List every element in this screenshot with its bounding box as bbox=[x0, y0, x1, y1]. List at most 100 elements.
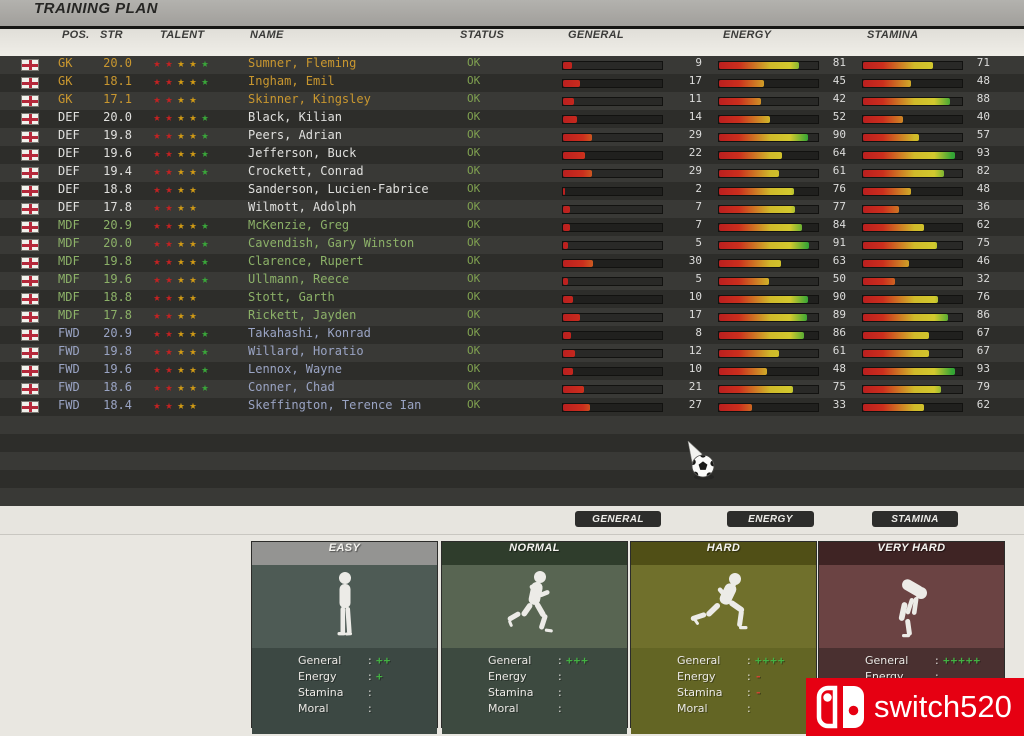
strength-cell: 17.8 bbox=[103, 308, 132, 322]
stamina-filter-button[interactable]: STAMINA bbox=[872, 511, 958, 527]
energy-bar-fill bbox=[719, 80, 764, 87]
star-icon: ★ bbox=[201, 362, 209, 376]
energy-value: 52 bbox=[832, 110, 846, 123]
england-flag-icon bbox=[21, 77, 39, 89]
general-bar-fill bbox=[563, 152, 585, 159]
card-stat-separator: : bbox=[368, 654, 372, 667]
energy-value: 48 bbox=[832, 362, 846, 375]
watermark-text: switch520 bbox=[874, 689, 1012, 724]
flag-vertical-bar bbox=[29, 60, 32, 70]
energy-bar bbox=[718, 403, 819, 412]
status-cell: OK bbox=[467, 218, 481, 231]
stamina-bar-fill bbox=[863, 170, 945, 177]
player-row[interactable]: MDF 19.6 ★ ★ ★ ★ ★ Ullmann, Reece OK 5 50 32 bbox=[0, 272, 1024, 290]
star-icon: ★ bbox=[165, 92, 173, 106]
player-row[interactable]: FWD 18.6 ★ ★ ★ ★ ★ Conner, Chad OK 21 75 79 bbox=[0, 380, 1024, 398]
energy-bar bbox=[718, 349, 819, 358]
england-flag-icon bbox=[21, 347, 39, 359]
player-row[interactable]: DEF 20.0 ★ ★ ★ ★ ★ Black, Kilian OK 14 52 40 bbox=[0, 110, 1024, 128]
player-row[interactable]: MDF 17.8 ★ ★ ★ ★ Rickett, Jayden OK 17 89 86 bbox=[0, 308, 1024, 326]
player-row[interactable]: DEF 18.8 ★ ★ ★ ★ Sanderson, Lucien-Fabrice OK 2 7… bbox=[0, 182, 1024, 200]
star-icon: ★ bbox=[165, 110, 173, 124]
star-icon: ★ bbox=[177, 254, 185, 268]
energy-bar bbox=[718, 241, 819, 250]
flag-vertical-bar bbox=[29, 330, 32, 340]
player-row[interactable]: DEF 19.4 ★ ★ ★ ★ ★ Crockett, Conrad OK 29 61 82 bbox=[0, 164, 1024, 182]
intensity-card-title: EASY bbox=[252, 542, 437, 565]
stamina-bar bbox=[862, 115, 963, 124]
position-cell: FWD bbox=[58, 326, 80, 340]
stamina-bar bbox=[862, 259, 963, 268]
energy-bar bbox=[718, 187, 819, 196]
card-stat-row: Energy: - bbox=[631, 670, 816, 686]
strength-cell: 18.8 bbox=[103, 182, 132, 196]
stamina-bar bbox=[862, 187, 963, 196]
energy-bar-fill bbox=[719, 296, 809, 303]
position-cell: DEF bbox=[58, 182, 80, 196]
empty-row bbox=[0, 488, 1024, 506]
flag-vertical-bar bbox=[29, 78, 32, 88]
general-bar-fill bbox=[563, 62, 572, 69]
player-row[interactable]: DEF 19.6 ★ ★ ★ ★ ★ Jefferson, Buck OK 22 64 93 bbox=[0, 146, 1024, 164]
energy-bar bbox=[718, 205, 819, 214]
stamina-bar bbox=[862, 277, 963, 286]
player-row[interactable]: MDF 19.8 ★ ★ ★ ★ ★ Clarence, Rupert OK 30 63 46 bbox=[0, 254, 1024, 272]
talent-stars: ★ ★ ★ ★ ★ bbox=[151, 272, 211, 290]
star-icon: ★ bbox=[201, 128, 209, 142]
general-bar-fill bbox=[563, 368, 573, 375]
star-icon: ★ bbox=[201, 272, 209, 286]
player-row[interactable]: MDF 20.0 ★ ★ ★ ★ ★ Cavendish, Gary Winston OK 5 91… bbox=[0, 236, 1024, 254]
star-icon: ★ bbox=[177, 182, 185, 196]
intensity-card[interactable]: EASY General: ++ Energy: + Stamina: Moral: bbox=[251, 541, 438, 734]
card-stat-label: Moral bbox=[298, 702, 329, 715]
flag-vertical-bar bbox=[29, 294, 32, 304]
star-icon: ★ bbox=[177, 218, 185, 232]
energy-value: 90 bbox=[832, 128, 846, 141]
player-row[interactable]: FWD 19.6 ★ ★ ★ ★ ★ Lennox, Wayne OK 10 48 93 bbox=[0, 362, 1024, 380]
energy-filter-button[interactable]: ENERGY bbox=[727, 511, 814, 527]
intensity-card[interactable]: HARD General: ++++ Energy: - Stamina: - Moral: bbox=[630, 541, 817, 734]
name-cell: Cavendish, Gary Winston bbox=[248, 236, 415, 250]
player-row[interactable]: MDF 18.8 ★ ★ ★ ★ Stott, Garth OK 10 90 76 bbox=[0, 290, 1024, 308]
intensity-card[interactable]: NORMAL General: +++ Energy: Stamina: Moral: bbox=[441, 541, 628, 734]
player-row[interactable]: GK 20.0 ★ ★ ★ ★ ★ Sumner, Fleming OK 9 81 71 bbox=[0, 56, 1024, 74]
energy-bar bbox=[718, 277, 819, 286]
status-cell: OK bbox=[467, 236, 481, 249]
stamina-value: 82 bbox=[976, 164, 990, 177]
energy-bar-fill bbox=[719, 350, 780, 357]
energy-bar bbox=[718, 97, 819, 106]
star-icon: ★ bbox=[153, 182, 161, 196]
player-row[interactable]: DEF 19.8 ★ ★ ★ ★ ★ Peers, Adrian OK 29 90 57 bbox=[0, 128, 1024, 146]
star-icon: ★ bbox=[177, 200, 185, 214]
general-value: 27 bbox=[688, 398, 702, 411]
player-row[interactable]: FWD 19.8 ★ ★ ★ ★ ★ Willard, Horatio OK 12 61 67 bbox=[0, 344, 1024, 362]
column-header-energy: ENERGY bbox=[723, 29, 772, 41]
general-filter-button[interactable]: GENERAL bbox=[575, 511, 661, 527]
player-row[interactable]: MDF 20.9 ★ ★ ★ ★ ★ McKenzie, Greg OK 7 84 62 bbox=[0, 218, 1024, 236]
general-bar-fill bbox=[563, 116, 577, 123]
column-header-general: GENERAL bbox=[568, 29, 624, 41]
general-bar bbox=[562, 79, 663, 88]
talent-stars: ★ ★ ★ ★ ★ bbox=[151, 218, 211, 236]
star-icon: ★ bbox=[189, 344, 197, 358]
player-row[interactable]: FWD 18.4 ★ ★ ★ ★ Skeffington, Terence Ian OK 27 3… bbox=[0, 398, 1024, 416]
player-row[interactable]: GK 17.1 ★ ★ ★ ★ Skinner, Kingsley OK 11 42 88 bbox=[0, 92, 1024, 110]
talent-stars: ★ ★ ★ ★ ★ bbox=[151, 254, 211, 272]
star-icon: ★ bbox=[177, 380, 185, 394]
general-bar-fill bbox=[563, 170, 592, 177]
talent-stars: ★ ★ ★ ★ bbox=[151, 182, 199, 200]
player-row[interactable]: DEF 17.8 ★ ★ ★ ★ Wilmott, Adolph OK 7 77 36 bbox=[0, 200, 1024, 218]
energy-bar-fill bbox=[719, 224, 803, 231]
energy-value: 76 bbox=[832, 182, 846, 195]
star-icon: ★ bbox=[165, 308, 173, 322]
general-bar bbox=[562, 313, 663, 322]
star-icon: ★ bbox=[165, 236, 173, 250]
card-stat-separator: : bbox=[368, 670, 372, 683]
energy-bar bbox=[718, 151, 819, 160]
general-bar bbox=[562, 403, 663, 412]
player-row[interactable]: FWD 20.9 ★ ★ ★ ★ ★ Takahashi, Konrad OK 8 86 67 bbox=[0, 326, 1024, 344]
star-icon: ★ bbox=[153, 236, 161, 250]
player-row[interactable]: GK 18.1 ★ ★ ★ ★ ★ Ingham, Emil OK 17 45 48 bbox=[0, 74, 1024, 92]
general-bar-fill bbox=[563, 332, 571, 339]
flag-vertical-bar bbox=[29, 96, 32, 106]
